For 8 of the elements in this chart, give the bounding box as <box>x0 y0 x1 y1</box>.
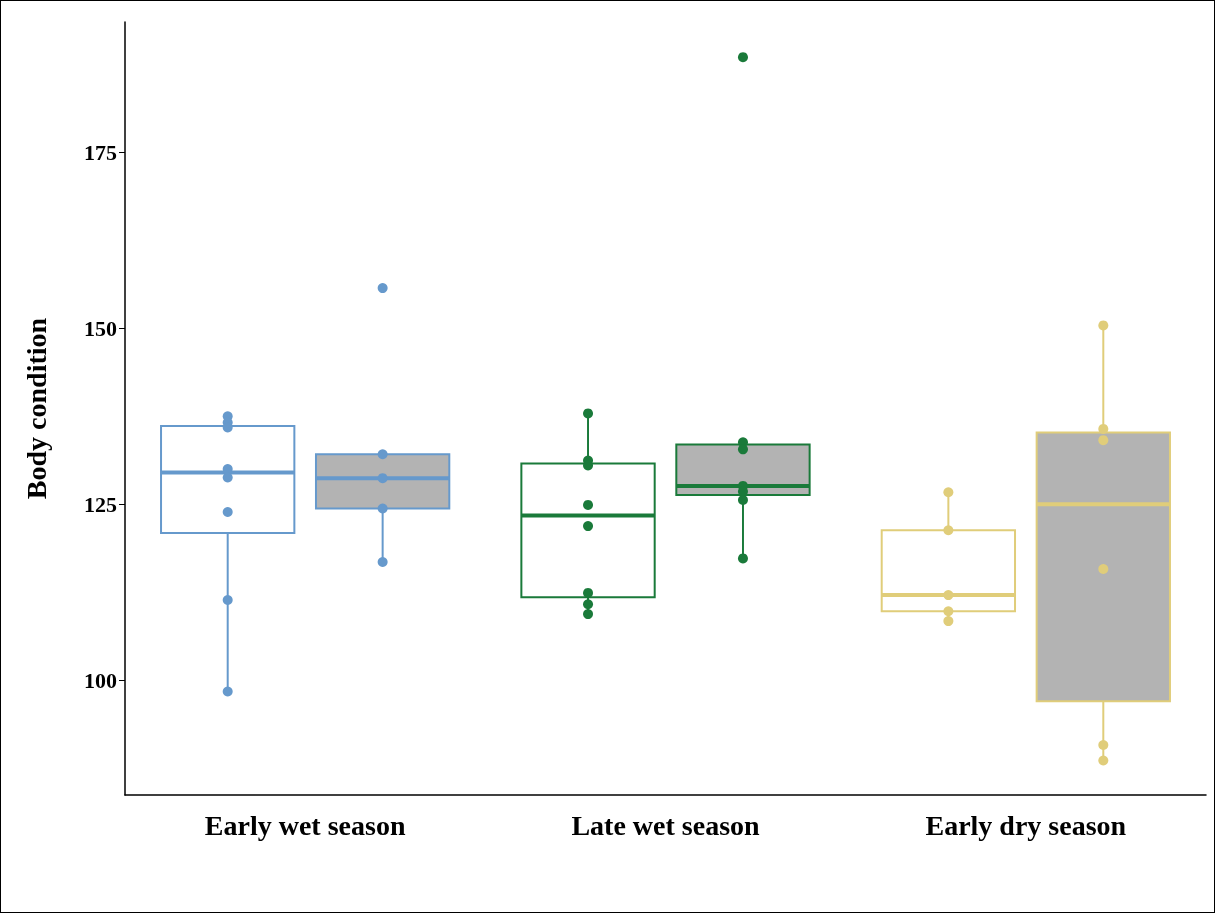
y-tick-label: 150 <box>84 315 117 341</box>
y-axis-title: Body condition <box>20 317 52 500</box>
y-tick-label: 175 <box>84 139 117 165</box>
y-tick-label: 100 <box>84 667 117 693</box>
y-tick-label: 125 <box>84 491 117 517</box>
x-tick-label: Early dry season <box>925 809 1127 841</box>
x-tick-label: Late wet season <box>571 809 761 841</box>
x-tick-label: Early wet season <box>204 809 406 841</box>
